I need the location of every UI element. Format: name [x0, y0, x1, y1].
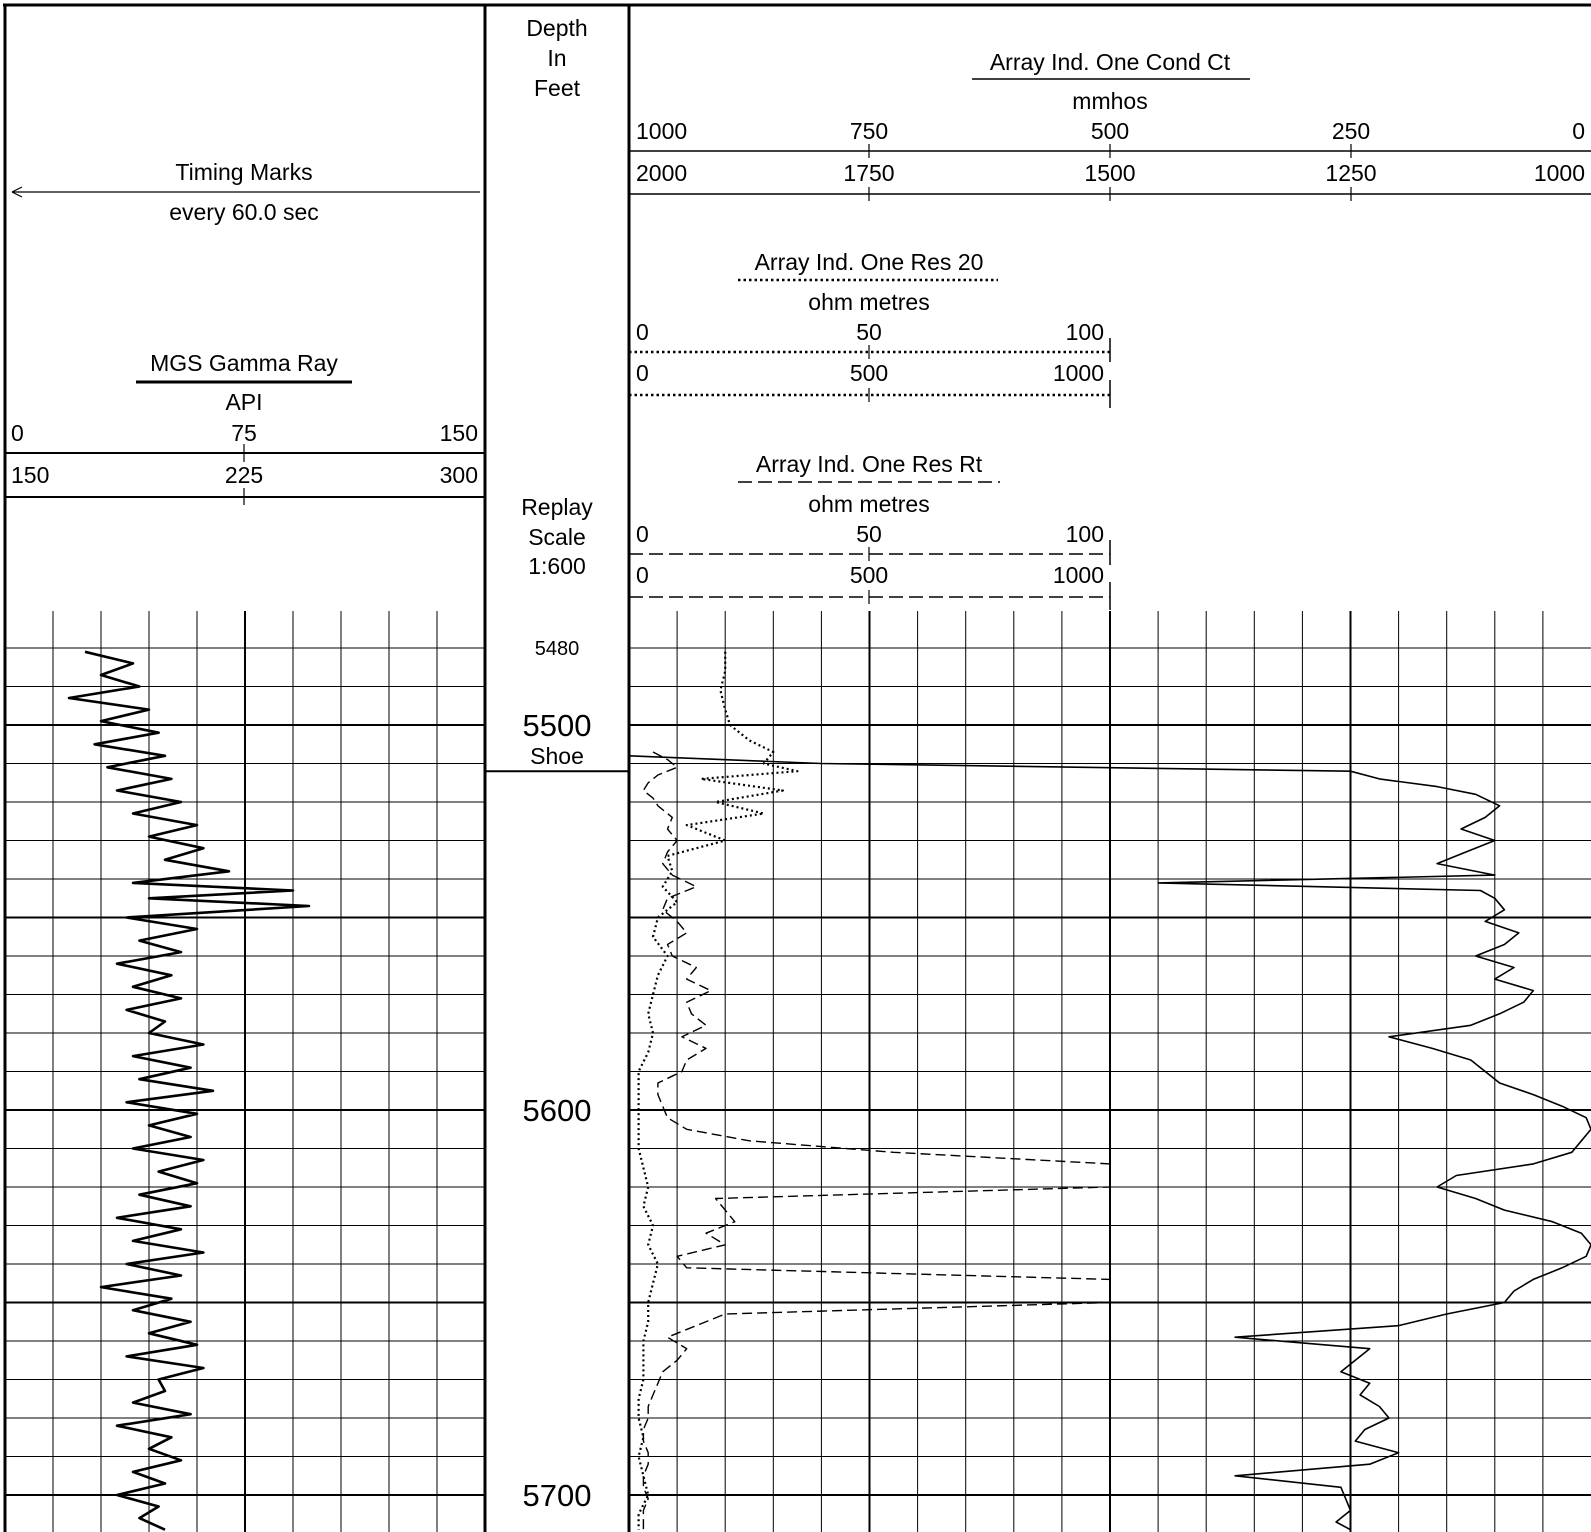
depth-header-line2: In: [547, 45, 566, 71]
gamma-scale-row1-min: 0: [11, 420, 24, 446]
rt-row2-1: 500: [850, 562, 888, 588]
log-curves: [67, 650, 1591, 1531]
res20-row1-2: 100: [1066, 319, 1104, 345]
replay-line3: 1:600: [528, 553, 586, 579]
gamma-scale-row2-mid: 225: [225, 462, 263, 488]
depth-label: 5500: [523, 708, 592, 743]
depth-label: 5600: [523, 1093, 592, 1128]
cond-row1-1: 750: [850, 118, 888, 144]
curve-array-ind-one-cond-ct: [628, 755, 1591, 1531]
res20-title: Array Ind. One Res 20: [755, 249, 984, 275]
depth-header-line1: Depth: [526, 15, 587, 41]
shoe-label: Shoe: [530, 743, 584, 769]
rt-unit: ohm metres: [808, 491, 929, 517]
cond-row1-3: 250: [1332, 118, 1370, 144]
curve-array-ind-one-res-rt: [642, 751, 1111, 1530]
replay-line1: Replay: [521, 494, 593, 520]
cond-row1-2: 500: [1091, 118, 1129, 144]
cond-row2-4: 1000: [1534, 160, 1585, 186]
depth-track-header: Depth In Feet Replay Scale 1:600: [521, 15, 593, 579]
res20-row2-1: 500: [850, 360, 888, 386]
cond-row2-2: 1500: [1084, 160, 1135, 186]
gamma-ray-unit: API: [225, 389, 262, 415]
cond-row1-0: 1000: [636, 118, 687, 144]
res20-row1-1: 50: [856, 319, 882, 345]
res20-row2-0: 0: [636, 360, 649, 386]
timing-marks-label: Timing Marks: [175, 159, 312, 185]
gamma-scale-row2-max: 300: [440, 462, 478, 488]
replay-line2: Scale: [528, 524, 586, 550]
res20-row2-2: 1000: [1053, 360, 1104, 386]
cond-row1-4: 0: [1572, 118, 1585, 144]
curve-mgs-gamma-ray: [67, 650, 311, 1531]
timing-marks-interval: every 60.0 sec: [169, 199, 319, 225]
depth-labels: 5480 5500 5600 5700 Shoe: [523, 638, 592, 1513]
rt-row1-1: 50: [856, 521, 882, 547]
track2-header: Array Ind. One Cond Ct mmhos 1000 750 50…: [629, 49, 1591, 610]
depth-label: 5700: [523, 1478, 592, 1513]
timing-marks-arrowhead-icon: [11, 186, 23, 198]
cond-row2-0: 2000: [636, 160, 687, 186]
gamma-ray-title: MGS Gamma Ray: [150, 350, 338, 376]
rt-title: Array Ind. One Res Rt: [756, 451, 983, 477]
gamma-scale-row2-min: 150: [11, 462, 49, 488]
cond-title: Array Ind. One Cond Ct: [990, 49, 1231, 75]
rt-row1-0: 0: [636, 521, 649, 547]
curve-array-ind-one-res-20: [637, 651, 799, 1530]
cond-unit: mmhos: [1072, 88, 1147, 114]
rt-row2-0: 0: [636, 562, 649, 588]
rt-row2-2: 1000: [1053, 562, 1104, 588]
gamma-scale-row1-max: 150: [440, 420, 478, 446]
res20-row1-0: 0: [636, 319, 649, 345]
res20-unit: ohm metres: [808, 289, 929, 315]
rt-row1-2: 100: [1066, 521, 1104, 547]
log-grid: [5, 611, 1591, 1532]
frame: [3, 3, 1591, 1532]
depth-label: 5480: [535, 638, 580, 660]
cond-row2-3: 1250: [1325, 160, 1376, 186]
depth-header-line3: Feet: [534, 75, 581, 101]
gamma-scale-row1-mid: 75: [231, 420, 257, 446]
track1-header: Timing Marks every 60.0 sec MGS Gamma Ra…: [5, 159, 485, 505]
cond-row2-1: 1750: [843, 160, 894, 186]
